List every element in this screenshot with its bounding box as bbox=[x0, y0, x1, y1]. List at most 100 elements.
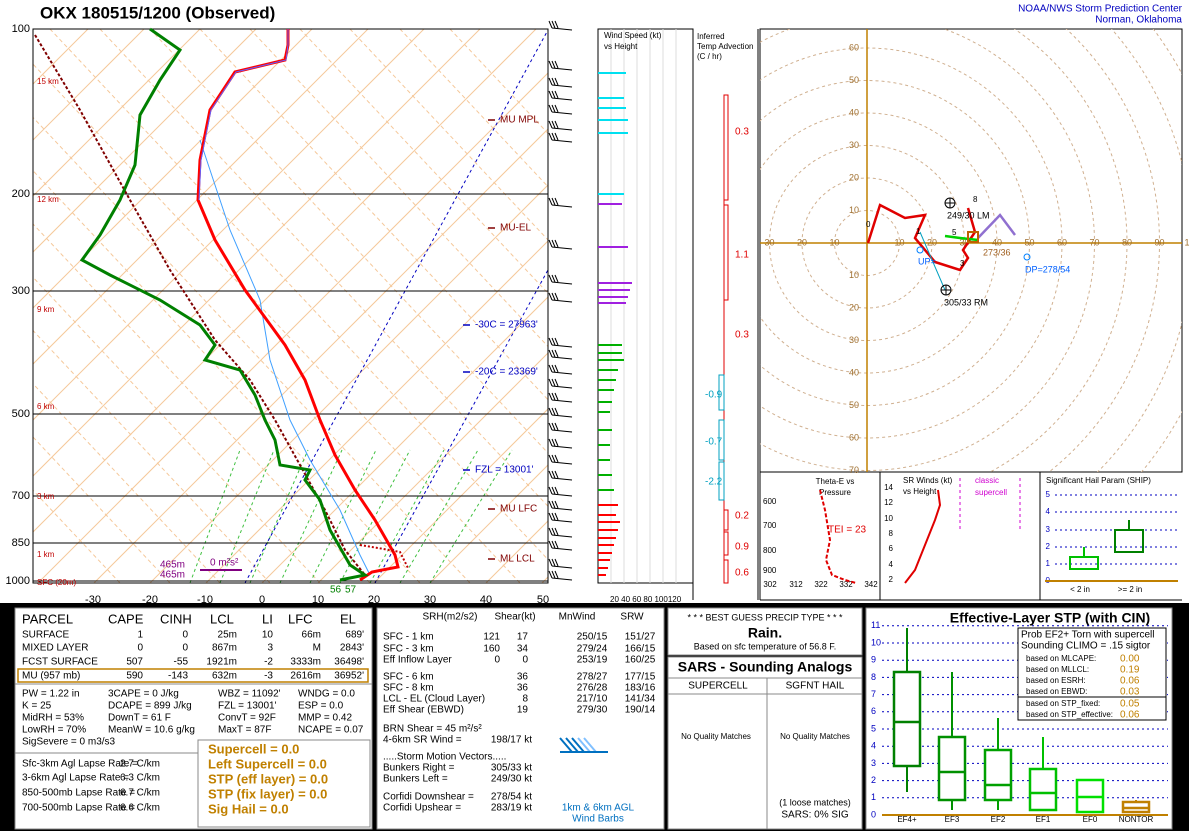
barb-staff bbox=[551, 565, 573, 569]
hodo-label: 60 bbox=[849, 42, 859, 52]
barb-feather bbox=[548, 77, 553, 86]
tick-label: 800 bbox=[763, 546, 777, 555]
temp-label: 10 bbox=[312, 594, 324, 606]
index-value: ConvT = 92F bbox=[218, 713, 276, 724]
wind-barb bbox=[548, 337, 573, 348]
tick-label: >= 2 in bbox=[1118, 585, 1142, 594]
note: classic bbox=[975, 476, 999, 485]
barb-staff bbox=[551, 27, 573, 31]
wind-barb bbox=[548, 470, 573, 481]
barb-feather bbox=[554, 77, 559, 86]
kin-value: 190/14 bbox=[625, 705, 656, 716]
credit: Norman, Oklahoma bbox=[1095, 15, 1182, 26]
moist-adiabat bbox=[369, 449, 445, 583]
temp-label: -20 bbox=[142, 594, 158, 606]
dry-adiabat bbox=[33, 329, 271, 583]
kin-value: 8 bbox=[522, 694, 528, 705]
hodo-annotation: 273/36 bbox=[983, 247, 1011, 257]
barb-feather bbox=[548, 500, 553, 509]
hodo-trace bbox=[866, 203, 977, 272]
barb-feather bbox=[551, 364, 556, 373]
barb-feather bbox=[551, 438, 556, 447]
parcel-value: 0 bbox=[182, 643, 188, 654]
wind-barb bbox=[548, 500, 573, 511]
barb-feather bbox=[551, 132, 556, 141]
prob-value: 0.03 bbox=[1120, 687, 1140, 698]
stp-tick: 1 bbox=[871, 792, 876, 802]
kin-text: Bunkers Right = bbox=[383, 763, 455, 774]
wind-barb bbox=[548, 454, 573, 465]
kin-value: 34 bbox=[517, 644, 529, 655]
barb-feather bbox=[551, 60, 556, 69]
panel-title: Temp Advection bbox=[697, 42, 753, 51]
wind-barb bbox=[548, 558, 573, 569]
advection-seg bbox=[723, 204, 729, 301]
theta-e-trace bbox=[819, 489, 857, 584]
barb-staff bbox=[551, 445, 573, 449]
dry-adiabat bbox=[99, 29, 548, 508]
composite: Left Supercell = 0.0 bbox=[208, 756, 327, 771]
index-value: FZL = 13001' bbox=[218, 701, 277, 712]
hodo-label: 70 bbox=[1089, 237, 1099, 247]
moist-adiabat bbox=[249, 449, 309, 583]
kin-value: 141/34 bbox=[625, 694, 656, 705]
level-label: FZL = 13001' bbox=[475, 465, 534, 476]
wind-barb bbox=[548, 104, 573, 115]
title: OKX 180515/1200 (Observed) bbox=[40, 3, 275, 22]
barb-feather bbox=[551, 104, 556, 113]
prob-box bbox=[1017, 627, 1167, 721]
parcel-box bbox=[14, 607, 373, 830]
barb-feather bbox=[551, 540, 556, 549]
barb-feather bbox=[554, 60, 559, 69]
inflow-label: 465m bbox=[160, 570, 185, 581]
temp-label: -30 bbox=[85, 594, 101, 606]
kin-value: 36 bbox=[517, 683, 529, 694]
stp-box-plot bbox=[937, 735, 967, 802]
barb-staff bbox=[551, 84, 573, 88]
prob-label: based on MLLCL: bbox=[1026, 665, 1089, 674]
barb-feather bbox=[551, 570, 556, 579]
note: supercell bbox=[975, 488, 1007, 497]
kin-value: 250/15 bbox=[577, 632, 608, 643]
wind-barb bbox=[548, 407, 573, 418]
stp-tick: 10 bbox=[871, 637, 881, 647]
barb-staff bbox=[551, 429, 573, 433]
prob-label: based on STP_effective: bbox=[1026, 710, 1113, 719]
barb-feather bbox=[551, 274, 556, 283]
barb-staff bbox=[551, 356, 573, 360]
wind-barb bbox=[548, 292, 573, 303]
up-marker bbox=[916, 246, 924, 254]
wetbulb bbox=[199, 139, 371, 576]
barb-feather bbox=[551, 77, 556, 86]
barb-feather bbox=[554, 512, 559, 521]
hodo-label: 90 bbox=[1154, 237, 1164, 247]
kin-name: SFC - 3 km bbox=[383, 644, 434, 655]
hodo-label: 40 bbox=[849, 367, 859, 377]
panel-title: SR Winds (kt) bbox=[903, 476, 953, 485]
barb-staff bbox=[551, 281, 573, 285]
hodo-marker bbox=[967, 231, 979, 243]
sars-col: SGFNT HAIL bbox=[786, 681, 845, 692]
dry-adiabat bbox=[349, 29, 548, 241]
prob-value: 0.00 bbox=[1120, 654, 1140, 665]
virtual-temp bbox=[198, 29, 289, 201]
barb-feather bbox=[551, 90, 556, 99]
advection-seg bbox=[718, 419, 725, 461]
tick-label: 8 bbox=[889, 529, 894, 538]
barb-staff bbox=[551, 67, 573, 71]
barb-feather bbox=[548, 407, 553, 416]
barb-feather bbox=[554, 292, 559, 301]
isotherm bbox=[33, 29, 481, 477]
parcel-header: CAPE bbox=[108, 611, 144, 626]
dry-adiabat bbox=[299, 29, 548, 294]
barb-staff bbox=[551, 204, 573, 208]
hodo-label: 30 bbox=[849, 140, 859, 150]
tick-label: 600 bbox=[763, 497, 777, 506]
temperature bbox=[196, 29, 400, 582]
index-value: LowRH = 70% bbox=[22, 725, 86, 736]
isotherm bbox=[33, 29, 145, 141]
kin-value: 160/25 bbox=[625, 655, 656, 666]
wind-barb bbox=[548, 486, 573, 497]
parcel-header: CINH bbox=[160, 611, 192, 626]
